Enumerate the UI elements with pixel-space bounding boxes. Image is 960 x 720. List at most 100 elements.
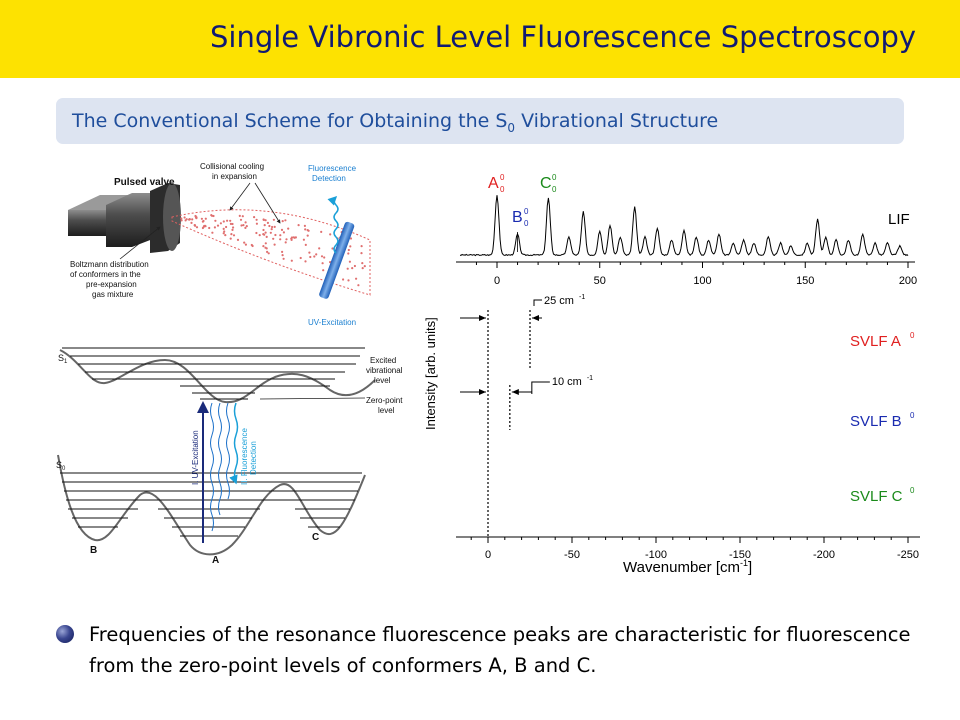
lif-peak-label: C [540, 175, 552, 192]
cooling-label-1: Collisional cooling [200, 162, 264, 171]
molecule-dot [347, 279, 350, 282]
lif-tick-label: 150 [796, 275, 814, 287]
scheme-figure: Pulsed valve Collisional cooling in expa… [56, 162, 403, 566]
molecule-dot [214, 219, 217, 222]
shift-annotation: 25 cm [544, 295, 574, 307]
subtitle: The Conventional Scheme for Obtaining th… [72, 110, 718, 135]
svlf-tick-label: -250 [897, 549, 919, 561]
excited-label-3: level [374, 376, 391, 385]
molecule-dot [223, 230, 226, 233]
lif-series-label: LIF [888, 211, 910, 228]
molecule-dot [322, 269, 325, 272]
molecule-dot [320, 230, 323, 233]
shift-annotation: 10 cm [552, 376, 582, 388]
molecule-dot [273, 225, 276, 228]
molecule-dot [297, 224, 300, 227]
molecule-dot [351, 267, 354, 270]
zero-point-label-1: Zero-point [366, 396, 403, 405]
shift-bracket-a [533, 299, 542, 306]
lif-peak-label: B [512, 209, 523, 226]
molecule-dot [279, 238, 282, 241]
molecule-dot [342, 278, 345, 281]
slide-title: Single Vibronic Level Fluorescence Spect… [210, 20, 917, 54]
molecule-dot [229, 222, 232, 225]
molecule-dot [262, 228, 265, 232]
molecule-dot [229, 219, 232, 222]
molecule-dot [180, 217, 183, 220]
shift-arrowhead-a [479, 315, 486, 321]
molecule-dot [267, 252, 270, 255]
subtitle-subscript: 0 [507, 120, 516, 135]
lif-peak-label-sub: 0 [500, 185, 505, 194]
molecule-dot [346, 267, 349, 270]
molecule-dot [264, 219, 267, 222]
molecule-dot [241, 215, 244, 218]
lif-spectrum-line [459, 195, 909, 257]
molecule-dot [271, 225, 274, 229]
pulsed-valve-label: Pulsed valve [114, 177, 175, 188]
fluorescence-wavy-arrow [327, 195, 339, 254]
molecule-dot [263, 224, 266, 227]
molecule-dot [222, 220, 225, 223]
molecule-dot [208, 226, 211, 230]
molecule-dot [202, 219, 205, 223]
molecule-dot [229, 237, 232, 240]
molecule-dot [282, 231, 285, 234]
molecule-dot [200, 217, 203, 220]
molecule-dot [320, 255, 324, 258]
excited-label-2: vibrational [366, 366, 403, 375]
molecule-dot [255, 222, 258, 225]
molecule-dot [279, 234, 282, 237]
boltzmann-label-3: pre-expansion [86, 280, 137, 289]
molecule-dot [216, 224, 220, 227]
molecule-dot [269, 231, 272, 234]
cooling-label-2: in expansion [212, 172, 257, 181]
well-label-b: B [90, 545, 97, 556]
svlf-tick-label: -50 [564, 549, 580, 561]
molecule-dot [281, 254, 284, 257]
molecule-dot [180, 219, 183, 222]
molecule-dot [315, 253, 318, 256]
molecule-dot [270, 228, 273, 231]
molecule-dot [219, 222, 222, 225]
molecule-dot [232, 226, 235, 229]
molecule-dot [353, 264, 356, 268]
molecule-dot [236, 238, 240, 241]
molecule-dot [211, 231, 214, 234]
molecule-dot [347, 248, 350, 252]
boltzmann-label-1: Boltzmann distribution [70, 260, 149, 269]
lif-peak-label-sub: 0 [552, 185, 557, 194]
boltzmann-label-4: gas mixture [92, 290, 134, 299]
molecule-dot [262, 218, 265, 221]
molecule-dot [262, 245, 265, 248]
molecule-dot [253, 216, 256, 219]
molecule-dot [195, 226, 199, 229]
svlf-series-label: SVLF B [850, 413, 902, 430]
molecule-dot [272, 237, 275, 240]
well-label-a: A [212, 555, 219, 566]
molecule-dot [331, 247, 334, 250]
molecule-dot [266, 221, 269, 224]
molecule-dot [318, 247, 321, 250]
molecule-dot [222, 232, 225, 235]
molecule-dot [266, 250, 269, 253]
fluorescence-label-1: Fluorescence [308, 164, 357, 173]
subtitle-text: The Conventional Scheme for Obtaining th… [72, 110, 508, 132]
lif-peak-label-sup: 0 [500, 173, 505, 182]
svlf-tick-label: -200 [813, 549, 835, 561]
molecule-dot [230, 233, 233, 236]
molecule-dot [360, 252, 363, 255]
molecule-dot [201, 226, 204, 230]
molecule-dot [349, 245, 352, 248]
molecule-dot [225, 225, 228, 229]
shift-annotation-sup: -1 [579, 294, 585, 301]
molecule-dot [303, 224, 306, 227]
molecule-dot [313, 255, 316, 258]
molecule-dot [231, 228, 234, 231]
well-label-c: C [312, 532, 319, 543]
molecule-dot [282, 257, 285, 260]
s1-label: S1 [58, 353, 68, 365]
molecule-dot [323, 256, 326, 259]
molecule-dot [213, 226, 216, 229]
molecule-dot [264, 246, 267, 249]
